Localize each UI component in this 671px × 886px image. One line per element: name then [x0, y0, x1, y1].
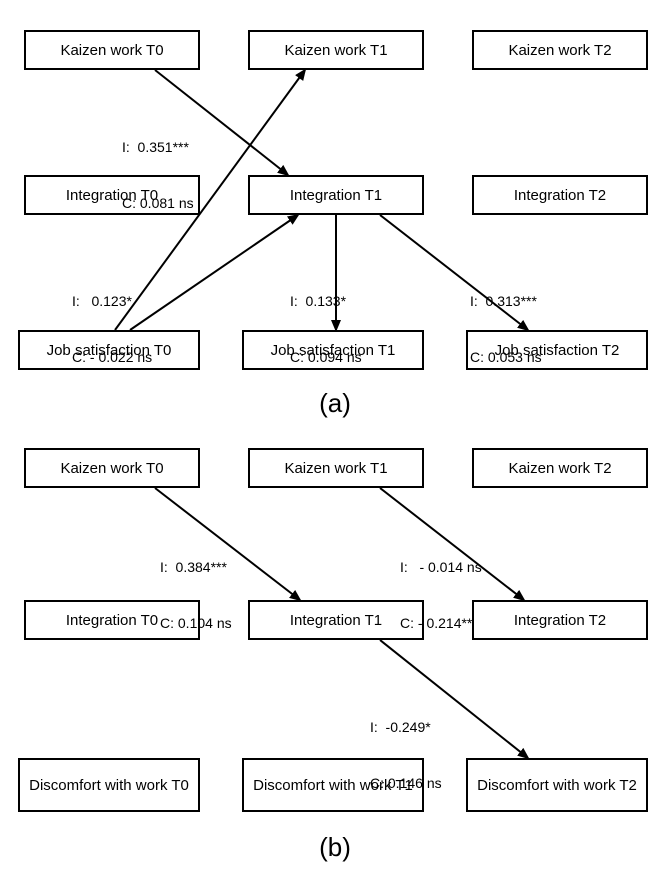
box-b-kaizen-t2: Kaizen work T2 — [472, 448, 648, 488]
edge-value-c: C: - 0.022 ns — [72, 348, 152, 367]
box-label: Integration T0 — [66, 612, 158, 629]
edge-value-c: C: 0.053 ns — [470, 348, 542, 367]
diagram-container: Kaizen work T0 Kaizen work T1 Kaizen wor… — [0, 0, 671, 886]
box-label: Kaizen work T1 — [284, 42, 387, 59]
edge-label-a-integration-jobsat-t1: I: 0.133* C: 0.094 ns — [290, 254, 362, 405]
edge-label-a-integration-jobsat-t2: I: 0.313*** C: 0.053 ns — [470, 254, 542, 405]
edge-value-i: I: -0.249* — [370, 718, 442, 737]
box-label: Kaizen work T1 — [284, 460, 387, 477]
box-a-kaizen-t0: Kaizen work T0 — [24, 30, 200, 70]
edge-value-i: I: - 0.014 ns — [400, 558, 482, 577]
box-b-kaizen-t0: Kaizen work T0 — [24, 448, 200, 488]
box-label: Integration T1 — [290, 187, 382, 204]
arrows-layer — [0, 0, 671, 886]
edge-value-i: I: 0.351*** — [122, 138, 194, 157]
edge-value-i: I: 0.123* — [72, 292, 152, 311]
box-label: Kaizen work T0 — [60, 460, 163, 477]
box-b-kaizen-t1: Kaizen work T1 — [248, 448, 424, 488]
box-label: Integration T1 — [290, 612, 382, 629]
edge-value-c: C: 0.146 ns — [370, 774, 442, 793]
edge-label-a-jobsat-integration: I: 0.123* C: - 0.022 ns — [72, 254, 152, 405]
box-b-discomfort-t0: Discomfort with work T0 — [18, 758, 200, 812]
box-label: Integration T2 — [514, 612, 606, 629]
panel-label-b: (b) — [315, 832, 355, 863]
edge-label-a-kaizen-integration: I: 0.351*** C: 0.081 ns — [122, 100, 194, 251]
box-label: Kaizen work T2 — [508, 460, 611, 477]
edge-label-b-integration1-discomfort2: I: -0.249* C: 0.146 ns — [370, 680, 442, 831]
box-a-integration-t2: Integration T2 — [472, 175, 648, 215]
box-label: Discomfort with work T2 — [477, 777, 637, 794]
edge-value-i: I: 0.313*** — [470, 292, 542, 311]
edge-value-c: C: 0.081 ns — [122, 194, 194, 213]
edge-label-b-kaizen1-integration2: I: - 0.014 ns C: - 0.214** — [400, 520, 482, 671]
edge-value-i: I: 0.133* — [290, 292, 362, 311]
box-label: Kaizen work T0 — [60, 42, 163, 59]
edge-value-c: C: 0.094 ns — [290, 348, 362, 367]
panel-label-a: (a) — [315, 388, 355, 419]
edge-value-i: I: 0.384*** — [160, 558, 232, 577]
edge-label-b-kaizen0-integration1: I: 0.384*** C: 0.104 ns — [160, 520, 232, 671]
box-b-integration-t2: Integration T2 — [472, 600, 648, 640]
box-label: Integration T2 — [514, 187, 606, 204]
box-a-kaizen-t1: Kaizen work T1 — [248, 30, 424, 70]
box-b-discomfort-t2: Discomfort with work T2 — [466, 758, 648, 812]
edge-value-c: C: 0.104 ns — [160, 614, 232, 633]
box-b-integration-t1: Integration T1 — [248, 600, 424, 640]
box-a-integration-t1: Integration T1 — [248, 175, 424, 215]
box-label: Discomfort with work T0 — [29, 777, 189, 794]
box-label: Kaizen work T2 — [508, 42, 611, 59]
edge-value-c: C: - 0.214** — [400, 614, 482, 633]
box-a-kaizen-t2: Kaizen work T2 — [472, 30, 648, 70]
